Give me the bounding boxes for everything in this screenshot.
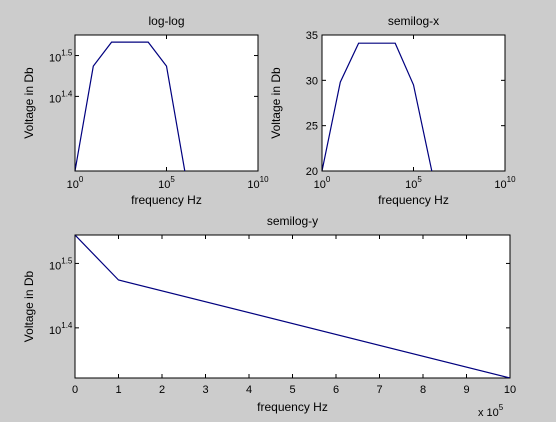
chart-title: log-log: [148, 14, 184, 28]
x-tick-label: 5: [289, 384, 295, 396]
x-tick-label: 10: [504, 384, 516, 396]
y-tick-label: 35: [306, 30, 318, 42]
y-axis-label: Voltage in Db: [22, 67, 36, 139]
x-tick-label: 9: [463, 384, 469, 396]
y-tick-label: 30: [306, 75, 318, 87]
x-tick-label: 1: [115, 384, 121, 396]
x-tick-label: 7: [376, 384, 382, 396]
x-axis-label: frequency Hz: [257, 400, 328, 414]
chart-title: semilog-y: [267, 214, 318, 228]
x-tick-label: 6: [333, 384, 339, 396]
series-line-0: [322, 42, 433, 171]
y-tick-label: 101.5: [49, 49, 73, 65]
x-axis-label: frequency Hz: [378, 193, 449, 207]
series-line-0: [75, 235, 510, 378]
x-tick-label: 1010: [494, 175, 516, 191]
y-axis-label: Voltage in Db: [269, 67, 283, 139]
y-tick-label: 20: [306, 166, 318, 178]
y-axis-label: Voltage in Db: [22, 270, 36, 342]
y-tick-label: 101.4: [49, 89, 73, 105]
x-tick-label: 105: [405, 175, 422, 191]
x-tick-label: 2: [159, 384, 165, 396]
plot-area: [74, 34, 259, 172]
series-line-0: [75, 41, 186, 171]
x-tick-label: 1010: [247, 175, 269, 191]
x-tick-label: 3: [202, 384, 208, 396]
chart-semilogy: 0 1 2 3 4 5 6 7 8 9 10 101.4 101.5 semilog-y frequency…: [22, 214, 516, 419]
chart-title: semilog-x: [388, 14, 439, 28]
x-tick-label: 0: [72, 384, 78, 396]
chart-loglog: 100 105 1010 101.4 101.5 log-log frequency Hz V…: [22, 14, 269, 207]
y-tick-label: 25: [306, 121, 318, 133]
x-multiplier-label: x 105: [478, 403, 504, 419]
x-tick-label: 4: [246, 384, 252, 396]
x-tick-label: 105: [158, 175, 175, 191]
y-tick-label: 101.4: [49, 321, 73, 337]
x-tick-label: 100: [67, 175, 84, 191]
x-axis-label: frequency Hz: [131, 193, 202, 207]
x-tick-label: 8: [420, 384, 426, 396]
plot-area: [321, 34, 506, 172]
plot-area: [74, 234, 511, 379]
y-tick-label: 101.5: [49, 256, 73, 272]
x-tick-label: 100: [314, 175, 331, 191]
chart-semilogx: 100 105 1010 20 25 30 35 semilog-x frequency Hz V…: [269, 14, 516, 207]
